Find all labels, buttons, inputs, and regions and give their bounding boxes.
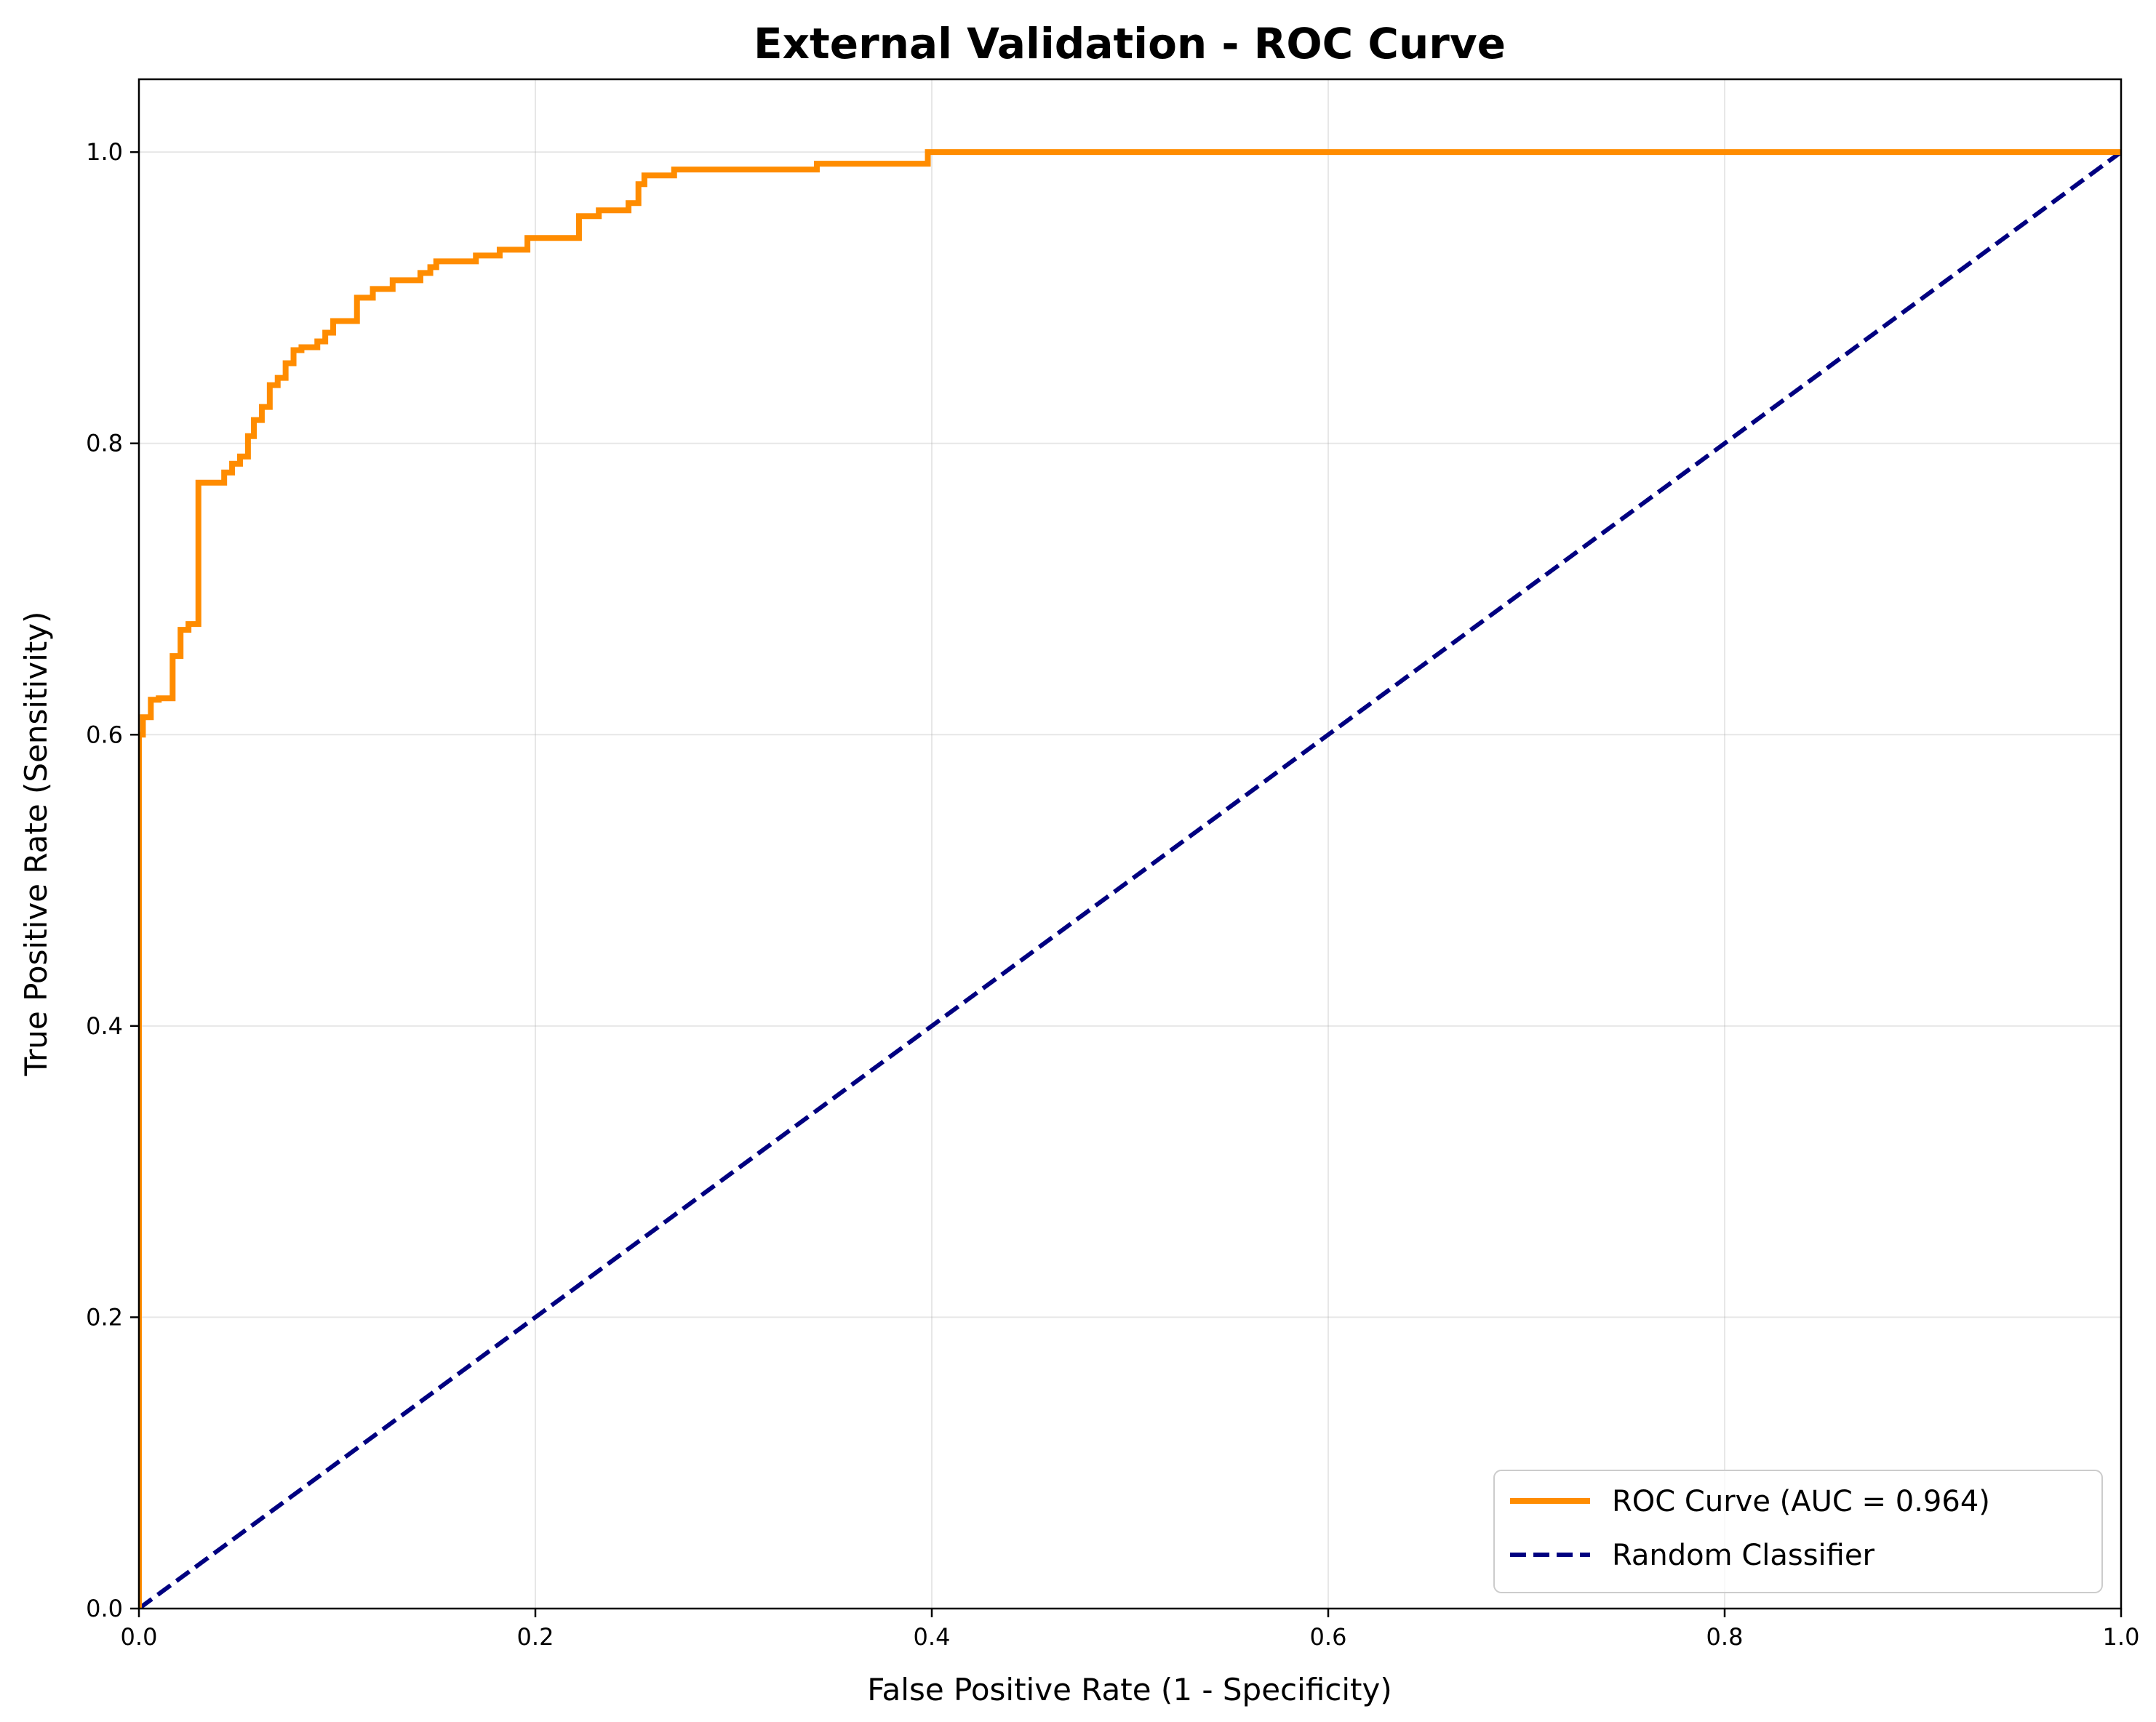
legend-box [1493,1470,2103,1593]
x-tick-label: 1.0 [2103,1623,2140,1651]
plot-area-background [139,79,2121,1609]
y-tick-label: 0.6 [86,721,123,748]
chart-title: External Validation - ROC Curve [754,19,1506,68]
roc-curve-line [139,149,2121,1609]
legend: ROC Curve (AUC = 0.964) Random Classifie… [1493,1470,2103,1593]
y-tick-label: 0.4 [86,1012,123,1040]
x-tick-label: 0.4 [914,1623,951,1651]
x-axis-label: False Positive Rate (1 - Specificity) [867,1672,1392,1707]
x-tick-label: 0.2 [517,1623,554,1651]
series-layer [139,149,2121,1609]
x-tick-label: 0.6 [1310,1623,1347,1651]
grid-lines [138,79,2122,1609]
y-axis-ticks: 0.0 0.2 0.4 0.6 0.8 1.0 [86,138,139,1622]
plot-frame [137,78,2123,1610]
y-tick-label: 0.0 [86,1595,123,1622]
legend-label-roc: ROC Curve (AUC = 0.964) [1612,1485,1990,1518]
legend-label-random: Random Classifier [1612,1539,1874,1572]
y-tick-label: 0.2 [86,1303,123,1331]
x-tick-label: 0.0 [121,1623,158,1651]
x-tick-label: 0.8 [1706,1623,1744,1651]
y-tick-label: 0.8 [86,430,123,457]
x-axis-ticks: 0.0 0.2 0.4 0.6 0.8 1.0 [121,1609,2140,1651]
y-tick-label: 1.0 [86,138,123,166]
random-classifier-line [139,150,2121,1609]
y-axis-label: True Positive Rate (Sensitivity) [18,612,54,1077]
